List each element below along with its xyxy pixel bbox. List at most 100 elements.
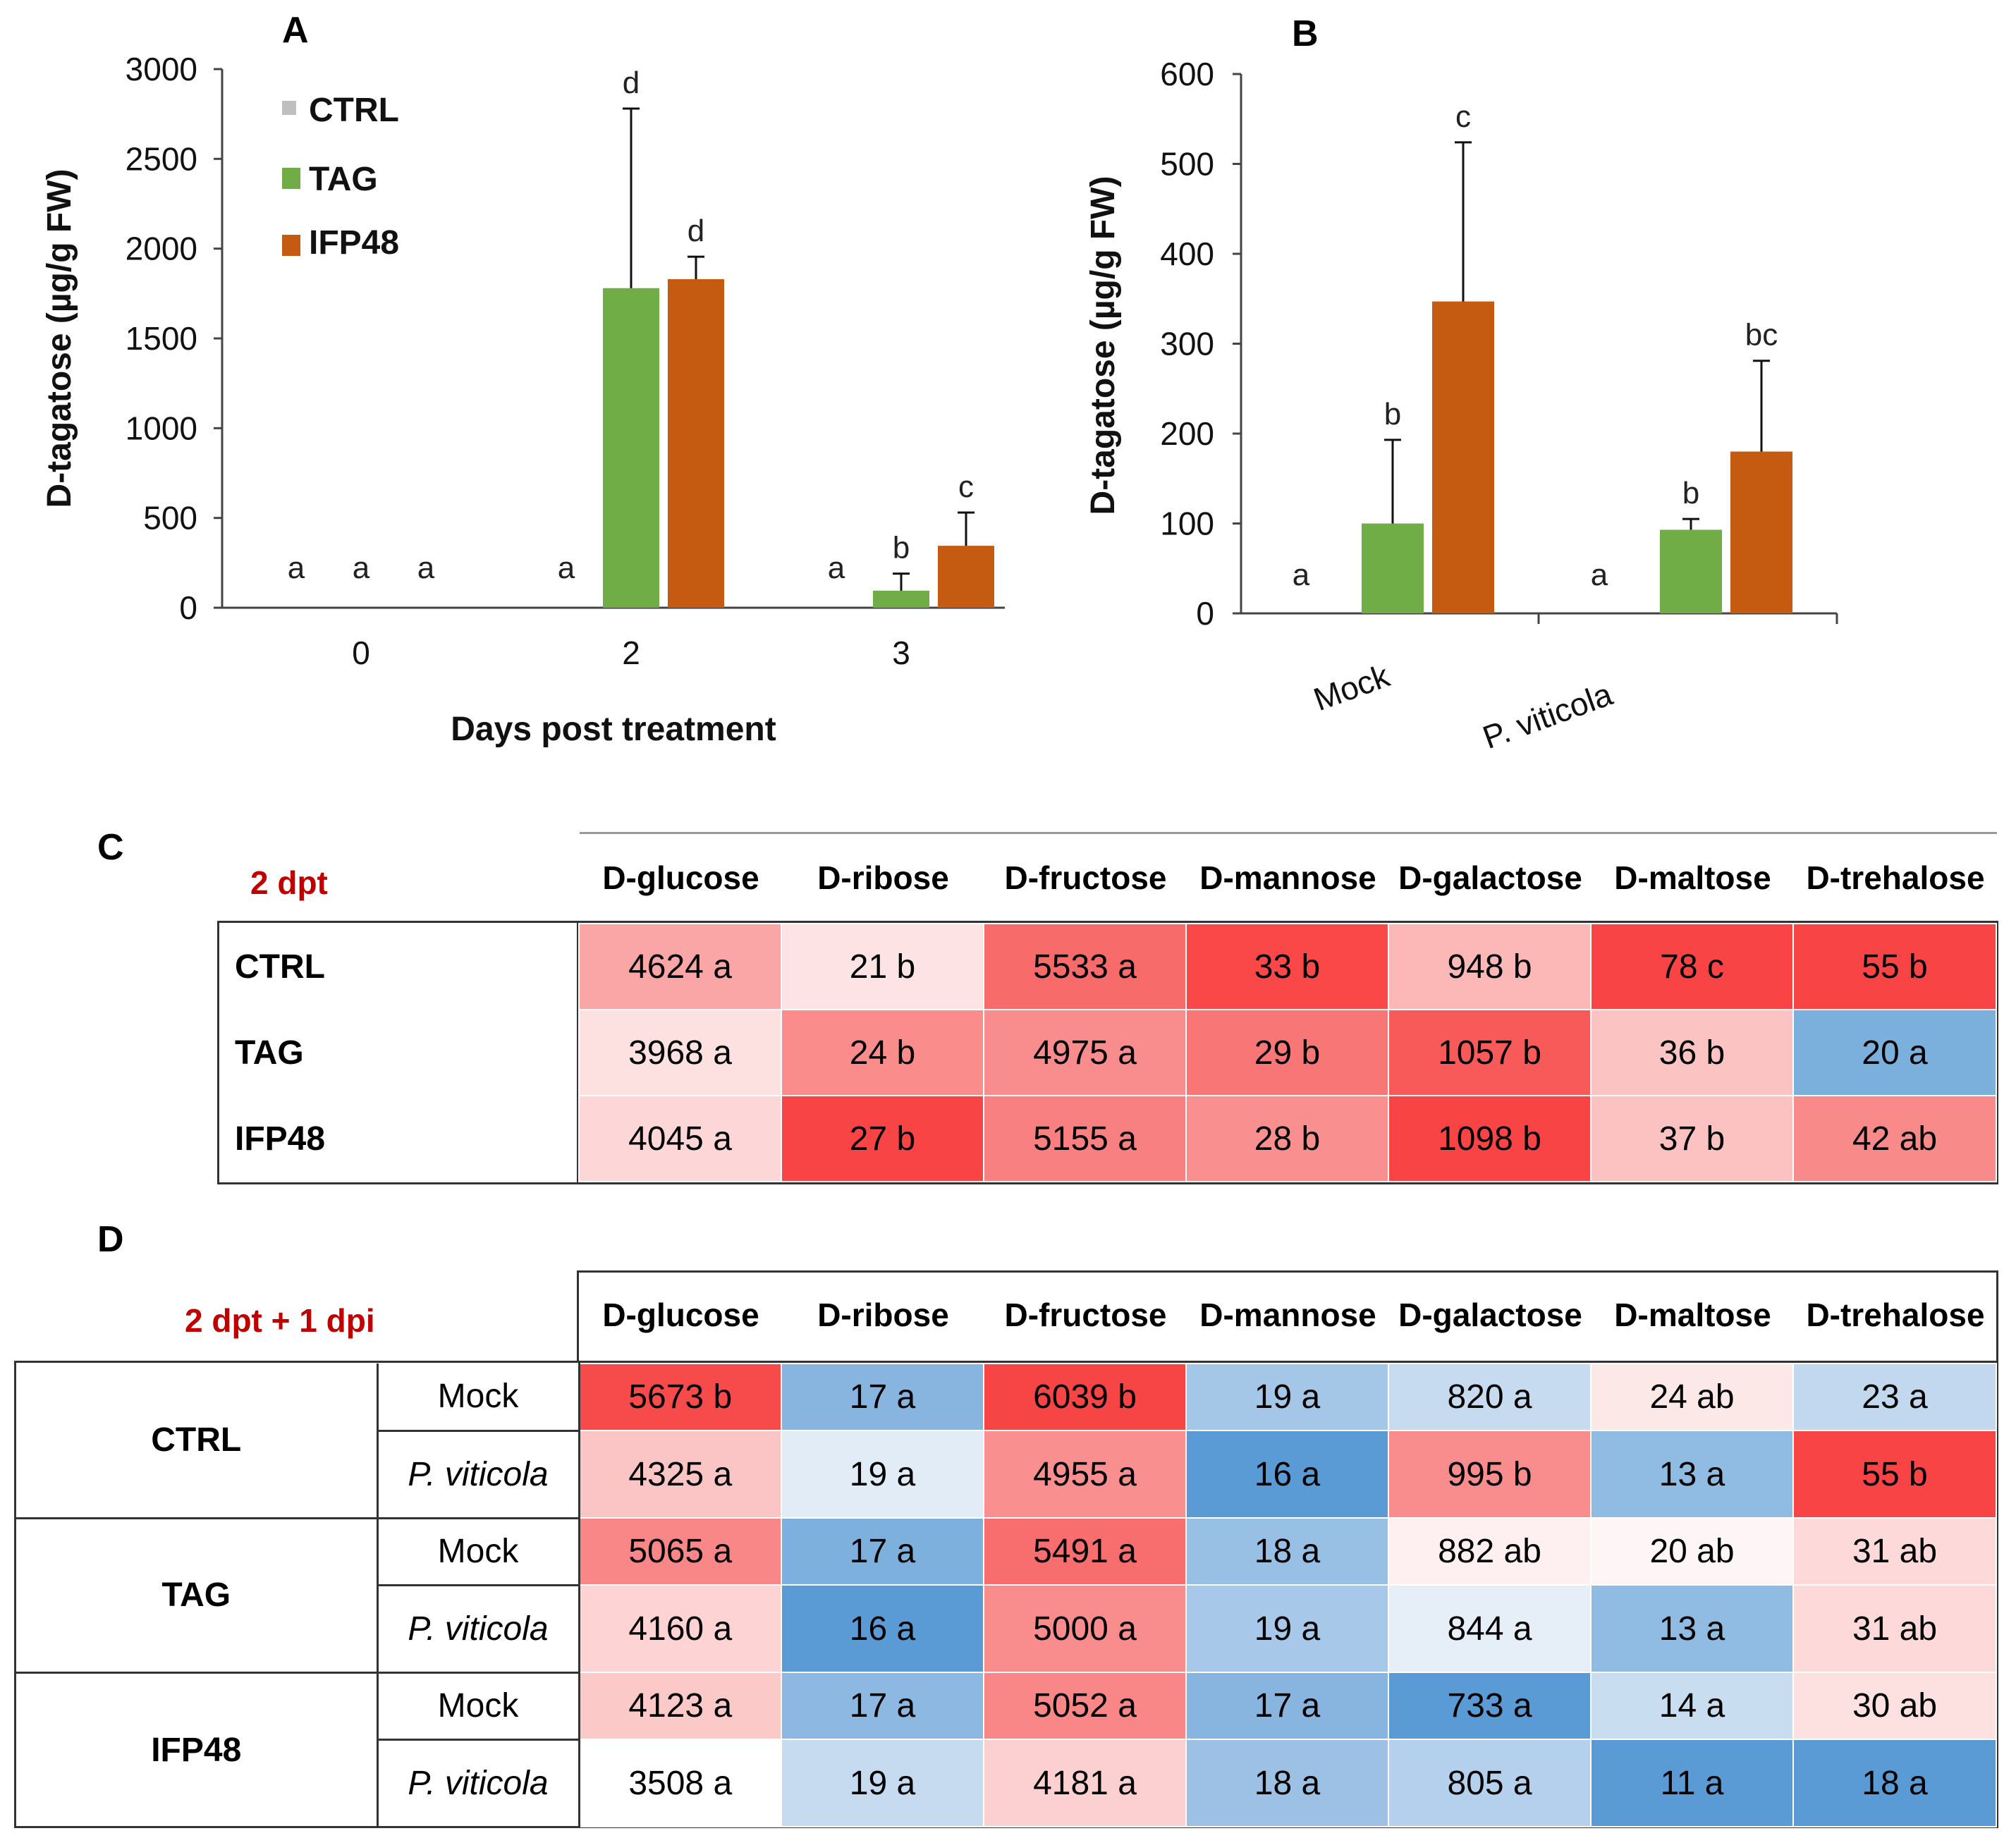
table-c-divider (577, 921, 579, 1184)
y-tick-label: 500 (1160, 146, 1214, 183)
significance-letter: bc (1745, 318, 1778, 353)
significance-letter: a (288, 551, 305, 585)
sub-row-label: P. viticola (377, 1738, 580, 1827)
significance-letter: a (1293, 558, 1310, 592)
heatmap-cell: 5673 b (578, 1363, 782, 1431)
heatmap-cell: 18 a (1185, 1739, 1389, 1827)
column-header: D-galactose (1398, 859, 1582, 896)
heatmap-cell: 5533 a (983, 923, 1187, 1010)
chart-b-ylabel: D-tagatose (µg/g FW) (1085, 176, 1122, 515)
y-tick-label: 500 (143, 500, 197, 537)
bar (603, 288, 659, 608)
row-label: IFP48 (235, 1120, 326, 1158)
x-tick-label: 2 (622, 635, 640, 671)
table-d-header-left (577, 1270, 579, 1362)
y-tick-label: 1500 (126, 320, 197, 357)
legend-label-ctrl: CTRL (309, 92, 399, 129)
table-row: TAG Mock 5065 a 17 a 5491 a 18 a 882 ab 20 ab 31… (16, 1517, 1997, 1672)
significance-letter: d (623, 66, 640, 100)
table-c: CTRL 4624 a 21 b 5533 a 33 b 948 b 78 c 55 b TAG… (219, 923, 1997, 1182)
significance-letter: a (828, 551, 845, 585)
y-tick-label: 400 (1160, 235, 1214, 272)
heatmap-cell: 882 ab (1388, 1517, 1592, 1586)
heatmap-cell: 29 b (1185, 1009, 1389, 1096)
x-tick-label: Mock (1309, 656, 1395, 718)
significance-letter: d (688, 214, 704, 248)
heatmap-cell: 37 b (1590, 1095, 1794, 1182)
heatmap-cell: 24 ab (1590, 1363, 1794, 1431)
panel-a-label: A (282, 10, 309, 51)
chart-a: 0 500 1000 1500 2000 2500 3000 0 2 3 a a a a d b a d c D… (41, 51, 1005, 748)
chart-a-legend: CTRL TAG IFP48 (282, 92, 399, 262)
y-tick-label: 2500 (126, 140, 197, 177)
table-c-condition: 2 dpt (250, 864, 328, 901)
heatmap-cell: 995 b (1388, 1430, 1592, 1519)
heatmap-cell: 16 a (781, 1584, 984, 1673)
y-tick-label: 2000 (126, 231, 197, 267)
sub-row-label: Mock (377, 1671, 580, 1739)
column-header: D-maltose (1614, 859, 1771, 896)
heatmap-cell: 28 b (1185, 1095, 1389, 1182)
heatmap-cell: 820 a (1388, 1363, 1592, 1431)
table-row: CTRL Mock 5673 b 17 a 6039 b 19 a 820 a 24 ab 23… (16, 1363, 1997, 1518)
heatmap-cell: 4181 a (983, 1739, 1187, 1827)
heatmap-cell: 5000 a (983, 1584, 1187, 1673)
heatmap-cell: 18 a (1792, 1739, 1997, 1827)
column-header: D-trehalose (1806, 1297, 1985, 1333)
heatmap-cell: 805 a (1388, 1739, 1592, 1827)
significance-letter: a (1591, 558, 1608, 592)
column-header: D-ribose (817, 859, 949, 896)
chart-b-x-axis: Mock P. viticola (1309, 656, 1618, 756)
heatmap-cell: 3508 a (578, 1739, 782, 1827)
column-header: D-fructose (1004, 859, 1167, 896)
column-header: D-maltose (1614, 1297, 1771, 1333)
bar (938, 546, 994, 608)
column-header: D-ribose (817, 1297, 949, 1333)
significance-letter: c (1455, 99, 1471, 134)
panel-b-label: B (1292, 13, 1319, 54)
heatmap-cell: 4624 a (578, 923, 782, 1010)
sub-row-label: Mock (377, 1517, 580, 1585)
column-header: D-trehalose (1806, 859, 1985, 896)
table-row: IFP48 4045 a 27 b 5155 a 28 b 1098 b 37 b 42 ab (219, 1095, 1997, 1182)
heatmap-cell: 4045 a (578, 1095, 782, 1182)
table-d-header: D-glucose D-ribose D-fructose D-mannose D-ga… (580, 1276, 1997, 1354)
heatmap-cell: 17 a (781, 1672, 984, 1740)
table-row: P. viticola 4325 a 19 a 4955 a 16 a 995 b 13 a… (16, 1429, 1997, 1519)
bar (1730, 451, 1792, 613)
sub-row-label: P. viticola (377, 1583, 580, 1672)
y-tick-label: 1000 (126, 410, 197, 446)
column-header: D-glucose (602, 1297, 759, 1333)
heatmap-cell: 17 a (781, 1363, 984, 1431)
table-row: TAG 3968 a 24 b 4975 a 29 b 1057 b 36 b 20 a (219, 1009, 1997, 1096)
column-header: D-mannose (1199, 859, 1376, 896)
heatmap-cell: 1057 b (1388, 1009, 1592, 1096)
heatmap-cell: 14 a (1590, 1672, 1794, 1740)
heatmap-cell: 13 a (1590, 1430, 1794, 1519)
chart-b: 0 100 200 300 400 500 600 Mock P. viticola a a b b… (1085, 56, 1838, 756)
heatmap-cell: 31 ab (1792, 1517, 1997, 1586)
y-tick-label: 0 (1196, 595, 1214, 632)
table-d-frame (14, 1361, 1998, 1828)
row-label: TAG (235, 1034, 304, 1072)
table-d-condition: 2 dpt + 1 dpi (185, 1302, 375, 1339)
heatmap-cell: 733 a (1388, 1672, 1592, 1740)
significance-letter: b (1384, 397, 1401, 431)
row-label: CTRL (235, 948, 325, 986)
chart-a-y-axis: 0 500 1000 1500 2000 2500 3000 (126, 51, 222, 626)
panel-c-label: C (97, 827, 124, 868)
heatmap-cell: 31 ab (1792, 1584, 1997, 1673)
heatmap-cell: 16 a (1185, 1430, 1389, 1519)
heatmap-cell: 11 a (1590, 1739, 1794, 1827)
heatmap-cell: 19 a (1185, 1584, 1389, 1673)
heatmap-cell: 17 a (1185, 1672, 1389, 1740)
heatmap-cell: 5052 a (983, 1672, 1187, 1740)
chart-a-xlabel: Days post treatment (451, 711, 776, 748)
heatmap-cell: 4975 a (983, 1009, 1187, 1096)
heatmap-cell: 5155 a (983, 1095, 1187, 1182)
heatmap-cell: 20 a (1792, 1009, 1997, 1096)
heatmap-cell: 844 a (1388, 1584, 1592, 1673)
y-tick-label: 600 (1160, 56, 1214, 92)
